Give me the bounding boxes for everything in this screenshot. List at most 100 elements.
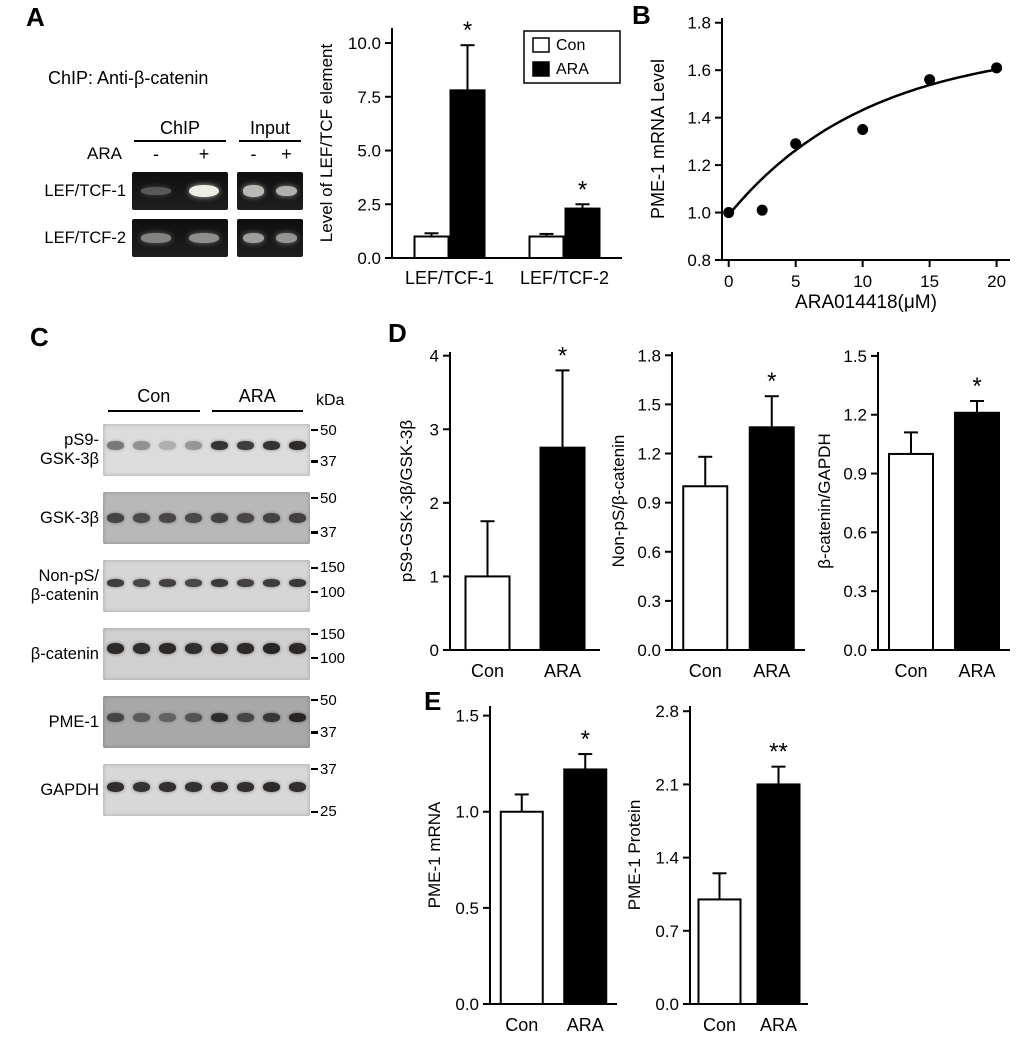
- svg-text:LEF/TCF-2: LEF/TCF-2: [520, 268, 609, 288]
- protein-band: [159, 643, 177, 655]
- chart-e2-svg: 0.0 0.7 1.4 2.1 2.8 PME-1 Protein Con ** ARA: [628, 702, 808, 1035]
- gel-group-header: ChIP: [134, 118, 226, 142]
- blot-strip: [103, 492, 310, 544]
- marker-tick: [311, 731, 318, 734]
- svg-text:pS9-GSK-3β/GSK-3β: pS9-GSK-3β/GSK-3β: [398, 420, 416, 582]
- dna-band: [141, 233, 171, 243]
- marker-value: 25: [320, 803, 337, 821]
- marker-value: 100: [320, 583, 346, 601]
- svg-text:1.2: 1.2: [687, 156, 711, 175]
- svg-text:0.0: 0.0: [655, 995, 679, 1014]
- svg-text:5.0: 5.0: [357, 142, 381, 161]
- gel-lane-sign: -: [153, 144, 159, 164]
- dna-band: [243, 185, 264, 197]
- blot-label-line: pS9-: [64, 431, 99, 450]
- protein-band: [288, 782, 306, 793]
- dna-band: [276, 185, 297, 197]
- molecular-weight-marker: 37: [311, 452, 337, 470]
- dna-band: [189, 184, 219, 198]
- protein-band: [159, 579, 177, 588]
- protein-band: [236, 713, 254, 723]
- western-blot-block: Con ARA kDa pS9- GSK-3β 50 37 GSK-3β 50 37 Non-pS/…: [22, 366, 382, 841]
- marker-tick: [311, 810, 318, 814]
- dna-band: [141, 186, 171, 196]
- protein-band: [185, 782, 203, 793]
- marker-value: 50: [320, 421, 337, 439]
- svg-text:PME-1 Protein: PME-1 Protein: [628, 800, 644, 911]
- gel-group-header: Input: [239, 118, 301, 142]
- panel-label-b: B: [632, 0, 651, 30]
- protein-band: [262, 782, 280, 793]
- protein-band: [107, 579, 125, 588]
- chart-b-svg: 0.8 1.0 1.2 1.4 1.6 1.8 0 5 10 15 20 PME-1 mRNA Lev…: [648, 14, 1010, 313]
- gel-strip: [132, 219, 228, 257]
- protein-band: [236, 513, 254, 523]
- protein-band: [288, 513, 306, 523]
- protein-band: [133, 579, 151, 588]
- svg-text:1.5: 1.5: [455, 707, 479, 726]
- svg-text:2: 2: [430, 494, 439, 513]
- protein-band: [288, 441, 306, 451]
- svg-text:*: *: [463, 17, 472, 44]
- svg-text:Con: Con: [471, 661, 504, 681]
- protein-band: [236, 441, 254, 451]
- molecular-weight-marker: 150: [311, 559, 346, 577]
- blot-strip: [103, 628, 310, 680]
- blot-label-line: Non-pS/: [38, 567, 99, 586]
- chart-ps9-gsk3b-ratio: 0 1 2 3 4 pS9-GSK-3β/GSK-3β Con * ARA: [398, 338, 608, 690]
- protein-band: [262, 579, 280, 588]
- svg-text:Con: Con: [556, 37, 585, 54]
- protein-band: [133, 782, 151, 793]
- svg-text:β-catenin/GAPDH: β-catenin/GAPDH: [818, 433, 834, 568]
- chart-d3-svg: 0.0 0.3 0.6 0.9 1.2 1.5 β-catenin/GAPDH Con * ARA: [818, 347, 1010, 681]
- protein-band: [107, 513, 125, 523]
- protein-band: [185, 643, 203, 655]
- svg-text:4: 4: [430, 347, 439, 366]
- molecular-weight-marker: 37: [311, 761, 337, 778]
- svg-text:1.5: 1.5: [637, 395, 661, 414]
- svg-text:0.5: 0.5: [455, 899, 479, 918]
- svg-text:ARA: ARA: [760, 1015, 797, 1035]
- marker-value: 150: [320, 559, 346, 577]
- svg-text:1: 1: [430, 567, 439, 586]
- blot-row-label: pS9- GSK-3β: [22, 424, 102, 476]
- protein-band: [262, 713, 280, 723]
- molecular-weight-marker: 100: [311, 650, 345, 667]
- gel-row-label: LEF/TCF-2: [44, 229, 126, 247]
- svg-text:Con: Con: [505, 1015, 538, 1035]
- svg-text:Con: Con: [703, 1015, 736, 1035]
- protein-band: [185, 441, 203, 451]
- svg-text:0.0: 0.0: [843, 641, 867, 660]
- marker-value: 37: [320, 452, 337, 470]
- svg-text:5: 5: [791, 272, 800, 291]
- svg-text:*: *: [972, 373, 981, 400]
- svg-text:1.4: 1.4: [655, 849, 679, 868]
- panel-label-a: A: [26, 2, 45, 32]
- svg-text:0.6: 0.6: [637, 543, 661, 562]
- svg-text:1.2: 1.2: [843, 406, 867, 425]
- blot-row-label: β-catenin: [22, 628, 102, 680]
- svg-text:7.5: 7.5: [357, 88, 381, 107]
- protein-band: [210, 713, 228, 723]
- svg-text:Level of LEF/TCF element: Level of LEF/TCF element: [318, 44, 336, 243]
- svg-text:0.0: 0.0: [455, 995, 479, 1014]
- protein-band: [288, 713, 306, 723]
- chart-pme1-dose-response: 0.8 1.0 1.2 1.4 1.6 1.8 0 5 10 15 20 PME-1 mRNA Lev…: [648, 0, 1018, 316]
- gel-condition-label: ARA: [87, 144, 122, 163]
- svg-text:Con: Con: [894, 661, 927, 681]
- panel-label-e: E: [424, 686, 442, 716]
- svg-text:**: **: [769, 739, 788, 766]
- svg-text:2.5: 2.5: [357, 195, 381, 214]
- dna-band: [189, 233, 219, 243]
- svg-text:PME-1 mRNA: PME-1 mRNA: [428, 801, 444, 908]
- marker-tick: [311, 698, 318, 702]
- protein-band: [159, 782, 177, 793]
- chart-e1-svg: 0.0 0.5 1.0 1.5 PME-1 mRNA Con * ARA: [428, 706, 617, 1035]
- marker-tick: [311, 460, 318, 463]
- chip-gel-block: ChIP Input ARA - + - + LEF/TCF-1 LEF/TCF-2: [30, 118, 330, 278]
- svg-text:3: 3: [430, 420, 439, 439]
- protein-band: [133, 513, 151, 523]
- gel-strip: [237, 172, 303, 210]
- marker-tick: [311, 767, 318, 771]
- protein-band: [159, 513, 177, 523]
